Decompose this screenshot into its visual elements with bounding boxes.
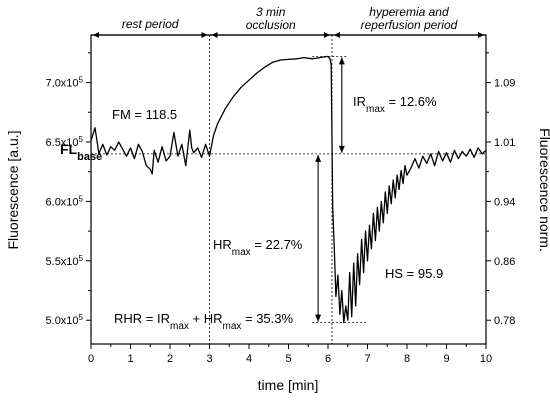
y2-tick-label-1: 0.86 (494, 256, 515, 268)
rhr-annotation: RHR = IRmax + HRmax = 35.3% (114, 311, 294, 332)
hr-max-arrowhead-bottom (315, 314, 322, 322)
ir-max-arrowhead-bottom (338, 145, 345, 153)
phase-label-1-line2: occlusion (246, 18, 296, 32)
phase-arrowhead-right-2 (478, 32, 484, 38)
phase-arrowhead-right-1 (323, 32, 330, 38)
y-tick-label-4: 7.0x105 (46, 75, 84, 90)
hs-annotation: HS = 95.9 (385, 266, 443, 281)
phase-label-2-line1: hyperemia and (369, 5, 449, 19)
x-tick-label-10: 10 (480, 353, 492, 365)
guide-layer (91, 55, 486, 324)
x-tick-label-4: 4 (246, 353, 252, 365)
annotation-layer: FM = 118.5 FLbase IRmax = 12.6% HRmax = 22.… (60, 57, 443, 332)
x-tick-label-6: 6 (325, 353, 331, 365)
x-tick-label-2: 2 (167, 353, 173, 365)
y2-tick-label-0: 0.78 (494, 315, 515, 327)
x-tick-label-0: 0 (88, 353, 94, 365)
phase-arrowhead-right-0 (201, 32, 208, 38)
ir-max-annotation: IRmax = 12.6% (353, 94, 437, 115)
x-tick-label-5: 5 (285, 353, 291, 365)
x-axis-label: time [min] (258, 377, 319, 393)
phase-arrowhead-left-0 (93, 32, 99, 38)
x-tick-label-3: 3 (206, 353, 212, 365)
x-axis: 0 1 2 3 4 5 6 7 8 9 10 (88, 344, 492, 365)
fm-annotation: FM = 118.5 (112, 107, 177, 122)
phase-arrowhead-left-1 (211, 32, 218, 38)
y2-tick-label-2: 0.94 (494, 196, 515, 208)
x-tick-label-8: 8 (404, 353, 410, 365)
hr-max-annotation: HRmax = 22.7% (213, 237, 303, 258)
y2-tick-label-4: 1.09 (494, 78, 515, 90)
plot-frame (90, 34, 487, 345)
phase-arrowhead-left-2 (333, 32, 340, 38)
x-tick-label-9: 9 (443, 353, 449, 365)
x-tick-label-1: 1 (127, 353, 133, 365)
phase-label-1-line1: 3 min (256, 5, 286, 19)
series-layer (90, 55, 487, 324)
ir-max-arrowhead-top (338, 57, 345, 65)
fl-base-label: FLbase (60, 141, 102, 163)
x-tick-label-7: 7 (364, 353, 370, 365)
y-axis-right: 0.78 0.86 0.94 1.01 1.09 (486, 52, 515, 327)
y2-tick-label-3: 1.01 (494, 137, 515, 149)
hr-max-arrowhead-top (315, 154, 322, 162)
phase-label-0: rest period (122, 17, 179, 31)
fluorescence-series-line-0 (90, 55, 487, 324)
y-tick-label-1: 5.5x105 (46, 253, 84, 268)
y2-axis-label: Fluorescence norm. (537, 128, 550, 252)
y-tick-label-0: 5.0x105 (46, 313, 84, 328)
y-axis-label: Fluorescence [a.u.] (5, 130, 21, 249)
y-axis-left: 5.0x105 5.5x105 6.0x105 6.5x105 7.0x105 (46, 52, 91, 328)
phase-label-2-line2: reperfusion period (361, 18, 458, 32)
y-tick-label-3: 6.5x105 (46, 134, 84, 149)
y-tick-label-2: 6.0x105 (46, 194, 84, 209)
